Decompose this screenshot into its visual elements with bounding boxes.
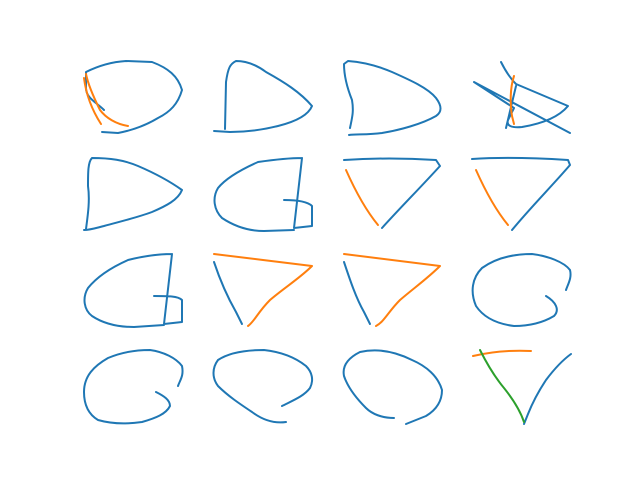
sketch-r4-c4-stroke-3 bbox=[479, 349, 525, 423]
sketch-r1-c1-stroke-2 bbox=[83, 73, 129, 127]
sketch-r2-c3-stroke-1 bbox=[343, 157, 441, 229]
sketch-r2-c2-stroke-1 bbox=[213, 157, 313, 232]
sketch-r1-c3-stroke-1 bbox=[343, 60, 442, 136]
sketch-r1-c1 bbox=[83, 60, 183, 134]
sketch-r4-c1 bbox=[83, 349, 184, 425]
sketch-r4-c3-stroke-1 bbox=[342, 349, 443, 425]
sketch-r2-c4-stroke-1 bbox=[471, 156, 571, 231]
sketch-r3-c3-stroke-2 bbox=[343, 253, 441, 327]
sketch-r3-c2-stroke-1 bbox=[213, 261, 243, 325]
sketch-r4-c4 bbox=[472, 349, 572, 425]
sketch-r2-c2 bbox=[213, 157, 313, 232]
sketch-r1-c4-stroke-2 bbox=[509, 75, 515, 125]
sketch-r2-c1-stroke-1 bbox=[83, 157, 183, 231]
sketch-r3-c4-stroke-1 bbox=[471, 253, 572, 327]
sketch-r4-c2-stroke-1 bbox=[212, 349, 314, 424]
sketch-r3-c2-stroke-2 bbox=[213, 253, 313, 327]
sketch-r3-c3 bbox=[343, 253, 441, 327]
sketch-r4-c4-stroke-2 bbox=[472, 349, 532, 357]
sketch-r2-c4 bbox=[471, 156, 571, 231]
sketch-r3-c1-stroke-1 bbox=[83, 253, 183, 328]
sketch-r1-c4 bbox=[473, 61, 571, 134]
sketch-r3-c1 bbox=[83, 253, 183, 328]
sketch-r1-c4-stroke-1 bbox=[473, 61, 571, 134]
sketch-r4-c1-stroke-1 bbox=[83, 349, 184, 425]
sketch-r1-c2 bbox=[213, 60, 313, 133]
sketch-r3-c4 bbox=[471, 253, 572, 327]
sketch-r4-c4-stroke-1 bbox=[523, 353, 572, 425]
sketch-r3-c3-stroke-1 bbox=[343, 261, 371, 325]
sketch-r3-c2 bbox=[213, 253, 313, 327]
sketch-r4-c2 bbox=[212, 349, 314, 424]
sketch-r1-c2-stroke-1 bbox=[213, 60, 313, 133]
sketch-r4-c3 bbox=[342, 349, 443, 425]
sketch-r2-c3-stroke-2 bbox=[345, 169, 379, 226]
sketch-r2-c4-stroke-2 bbox=[475, 169, 509, 226]
sketch-r2-c1 bbox=[83, 157, 183, 231]
sketch-r2-c3 bbox=[343, 157, 441, 229]
sketch-r1-c3 bbox=[343, 60, 442, 136]
